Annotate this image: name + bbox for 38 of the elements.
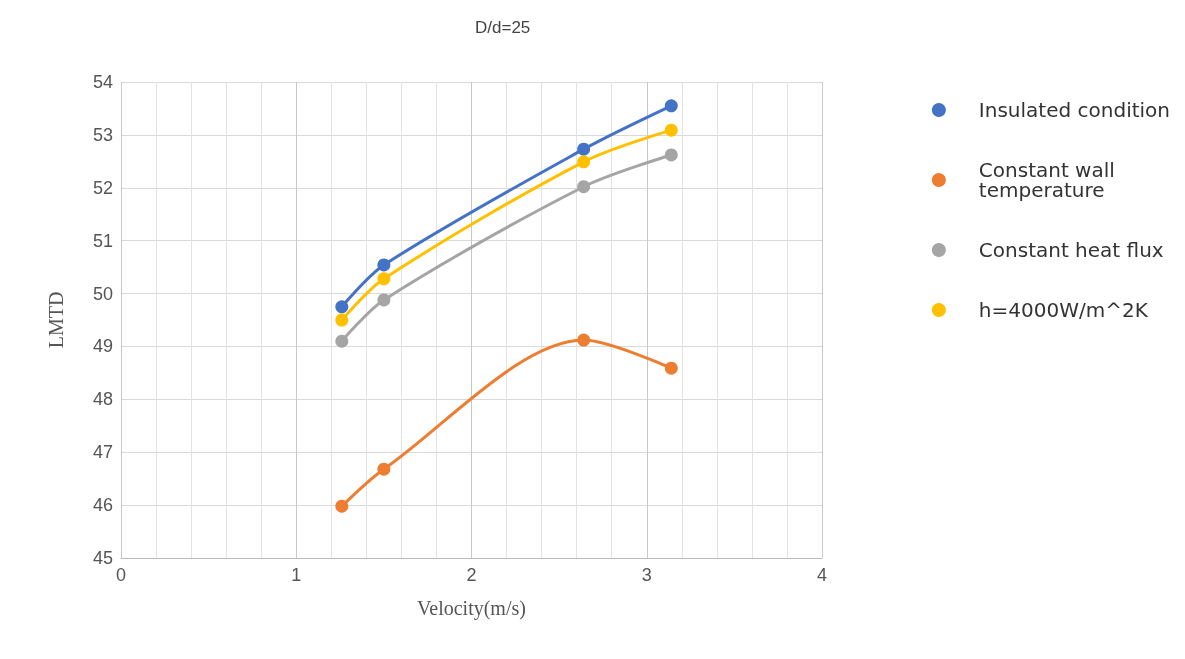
x-tick-label: 3 [641, 565, 652, 585]
point [335, 499, 349, 513]
y-tick-label: 46 [92, 495, 113, 516]
point [577, 155, 591, 169]
y-tick-label: 50 [92, 283, 113, 304]
y-tick-label: 52 [92, 177, 113, 198]
point [377, 462, 391, 476]
chart-title: D/d=25 [475, 18, 531, 37]
point [664, 148, 678, 162]
point [335, 300, 349, 314]
point [577, 333, 591, 347]
x-tick-label: 0 [115, 565, 127, 585]
point [377, 272, 391, 286]
y-tick-label: 45 [92, 548, 113, 568]
x-axis-title: Velocity(m/s) [417, 597, 526, 620]
point [577, 142, 591, 156]
x-tick-label: 1 [291, 565, 302, 585]
point [377, 258, 391, 272]
point [664, 123, 678, 137]
legend-label: h=4000W/m^2K [978, 298, 1149, 322]
x-tick-label: 2 [466, 565, 477, 585]
legend-label: Constant heat flux [978, 238, 1164, 262]
y-tick-label: 47 [92, 442, 113, 463]
y-axis-title: LMTD [45, 291, 67, 349]
y-tick-label: 48 [92, 389, 113, 410]
legend-label: Constant wall temperature [978, 158, 1122, 202]
legend-label: Insulated condition [978, 98, 1170, 122]
x-tick-label: 4 [816, 565, 828, 585]
point [377, 293, 391, 307]
point [664, 99, 678, 113]
point [335, 313, 349, 327]
y-tick-label: 53 [92, 124, 113, 145]
point [664, 361, 678, 375]
point [577, 180, 591, 194]
y-tick-label: 51 [92, 230, 113, 251]
y-tick-label: 54 [92, 72, 113, 92]
point [335, 334, 349, 348]
y-tick-label: 49 [92, 336, 113, 357]
